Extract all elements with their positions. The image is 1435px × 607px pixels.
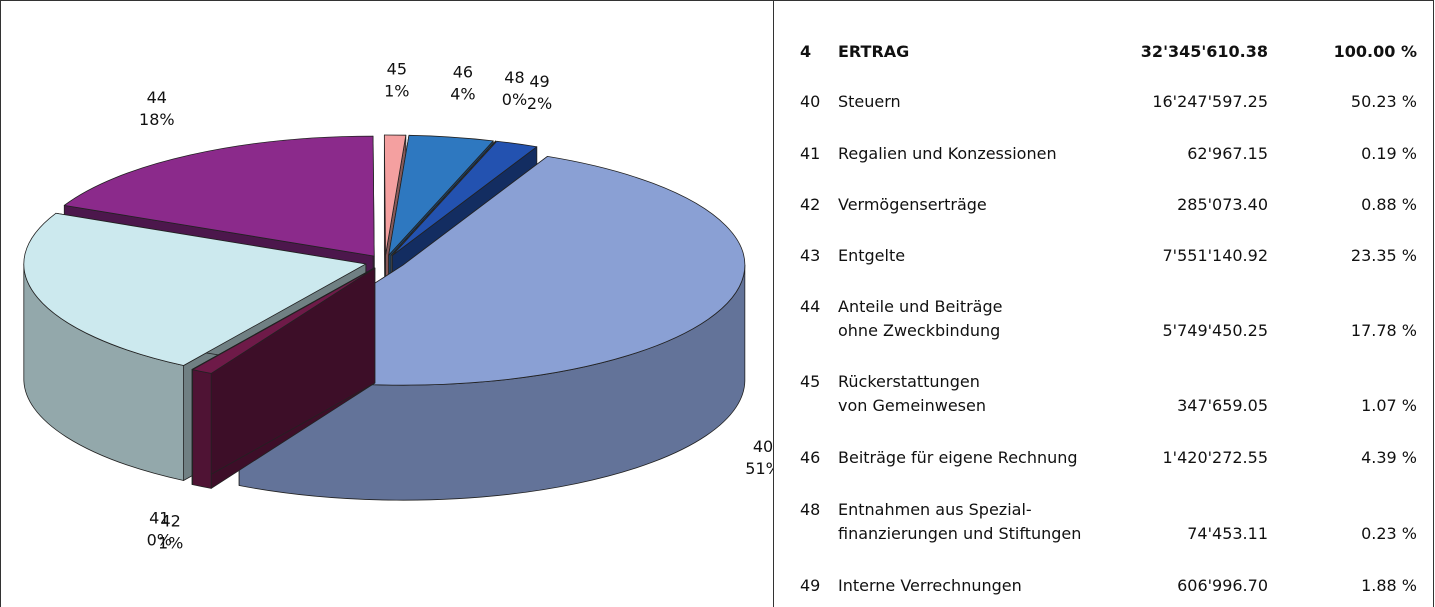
row-name: Rückerstattungen — [838, 372, 980, 391]
row-name: finanzierungen und Stiftungen — [838, 524, 1082, 543]
row-name: Vermögenserträge — [838, 195, 987, 214]
row-amount: 5'749'450.25 — [1162, 321, 1269, 340]
row-percent: 1.88 % — [1361, 576, 1417, 595]
row-name: Entnahmen aus Spezial- — [838, 500, 1032, 519]
row-name: Anteile und Beiträge — [838, 297, 1003, 316]
row-percent: 50.23 % — [1350, 92, 1417, 111]
row-amount: 62'967.15 — [1187, 144, 1268, 163]
header-number: 4 — [800, 42, 812, 61]
row-amount: 285'073.40 — [1177, 195, 1268, 214]
row-percent: 23.35 % — [1350, 246, 1417, 265]
row-amount: 347'659.05 — [1177, 396, 1268, 415]
row-amount: 16'247'597.25 — [1152, 92, 1268, 111]
row-percent: 17.78 % — [1350, 321, 1417, 340]
row-number: 49 — [800, 576, 821, 595]
row-name: Entgelte — [838, 246, 906, 265]
row-name: von Gemeinwesen — [838, 396, 986, 415]
row-percent: 1.07 % — [1361, 396, 1417, 415]
row-name: ohne Zweckbindung — [838, 321, 1001, 340]
row-amount: 1'420'272.55 — [1162, 448, 1269, 467]
row-number: 42 — [800, 195, 821, 214]
header-name: ERTRAG — [838, 42, 910, 61]
row-percent: 0.19 % — [1361, 144, 1417, 163]
header-percent: 100.00 % — [1333, 42, 1417, 61]
row-number: 45 — [800, 372, 821, 391]
row-name: Beiträge für eigene Rechnung — [838, 448, 1078, 467]
row-amount: 74'453.11 — [1187, 524, 1268, 543]
row-percent: 4.39 % — [1361, 448, 1417, 467]
row-number: 40 — [800, 92, 821, 111]
row-amount: 606'996.70 — [1177, 576, 1268, 595]
row-number: 48 — [800, 500, 821, 519]
row-number: 44 — [800, 297, 821, 316]
row-name: Steuern — [838, 92, 901, 111]
row-number: 43 — [800, 246, 821, 265]
row-number: 41 — [800, 144, 821, 163]
row-number: 46 — [800, 448, 821, 467]
row-name: Regalien und Konzessionen — [838, 144, 1057, 163]
row-amount: 7'551'140.92 — [1162, 246, 1269, 265]
header-amount: 32'345'610.38 — [1140, 42, 1268, 61]
row-percent: 0.88 % — [1361, 195, 1417, 214]
row-percent: 0.23 % — [1361, 524, 1417, 543]
row-name: Interne Verrechnungen — [838, 576, 1022, 595]
